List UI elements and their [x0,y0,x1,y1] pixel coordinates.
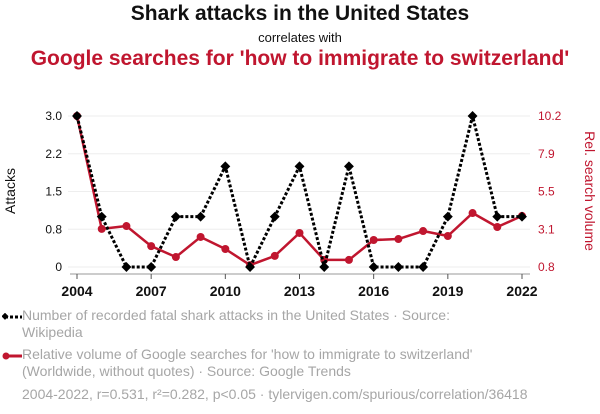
series1-point [294,161,305,172]
series2-point [443,231,452,240]
legend-swatch-series1 [2,313,22,320]
series2-point [419,227,428,236]
x-tick-label: 2019 [432,283,463,299]
series1-point [121,262,132,272]
x-tick-label: 2004 [61,283,92,299]
series1-point [195,211,206,222]
series1-point [467,111,478,121]
series2-point [493,223,502,232]
series2-point [221,245,230,254]
series1-point [220,161,231,172]
y-tick-label-right: 5.5 [538,185,555,199]
footer-note: 2004-2022, r=0.531, r²=0.282, p<0.05 · t… [22,386,528,402]
series1-point [492,211,503,222]
y-tick-label-right: 7.9 [538,147,555,161]
series2-point [196,232,205,241]
y-tick-label-left: 3.0 [45,109,62,123]
y-tick-label-right: 10.2 [538,109,562,123]
x-tick-label: 2016 [358,283,389,299]
legend-label-series2: Relative volume of Google searches for '… [22,346,473,379]
series2-point [122,222,131,231]
series1-point [245,262,256,272]
series2-point [171,253,180,262]
x-tick-label: 2022 [506,283,537,299]
y-tick-label-left: 0 [55,260,62,274]
series2-point [468,209,477,218]
y-tick-label-left: 2.2 [45,147,62,161]
legend-item-series2: Relative volume of Google searches for '… [2,346,492,380]
series1-point [368,262,379,272]
series1-point [319,262,330,272]
series2-point [344,255,353,264]
series1-point [170,211,181,222]
chart-title-secondary: Google searches for 'how to immigrate to… [30,47,570,70]
y-tick-label-left: 0.8 [45,222,62,236]
legend-label-series1: Number of recorded fatal shark attacks i… [22,307,450,340]
y-axis-title-left: Attacks [2,168,18,214]
series2-point [97,224,106,233]
legend-item-series1: Number of recorded fatal shark attacks i… [2,307,492,341]
y-axis-title-right: Rel. search volume [582,131,598,251]
x-tick-label: 2013 [284,283,315,299]
series2-point [147,242,156,251]
series1-point [72,111,82,121]
series1-point [393,262,404,272]
series1-point [146,262,157,272]
series1-point [269,211,280,222]
series2-point [369,236,378,245]
series2-point [270,251,279,260]
chart-title: Shark attacks in the United States [130,2,470,25]
series1-point [418,262,429,272]
series1-point [517,211,527,222]
series1-point [442,211,453,222]
series1-point [96,211,107,222]
y-tick-label-right: 0.8 [538,260,555,274]
y-tick-label-right: 3.1 [538,222,555,236]
series2-point [394,235,403,244]
series1-point [343,161,354,172]
series2-point [295,228,304,237]
x-tick-label: 2007 [136,283,167,299]
chart-subtitle: correlates with [258,30,342,45]
legend-swatch-series2 [2,352,22,360]
x-tick-label: 2010 [210,283,241,299]
y-tick-label-left: 1.5 [45,185,62,199]
